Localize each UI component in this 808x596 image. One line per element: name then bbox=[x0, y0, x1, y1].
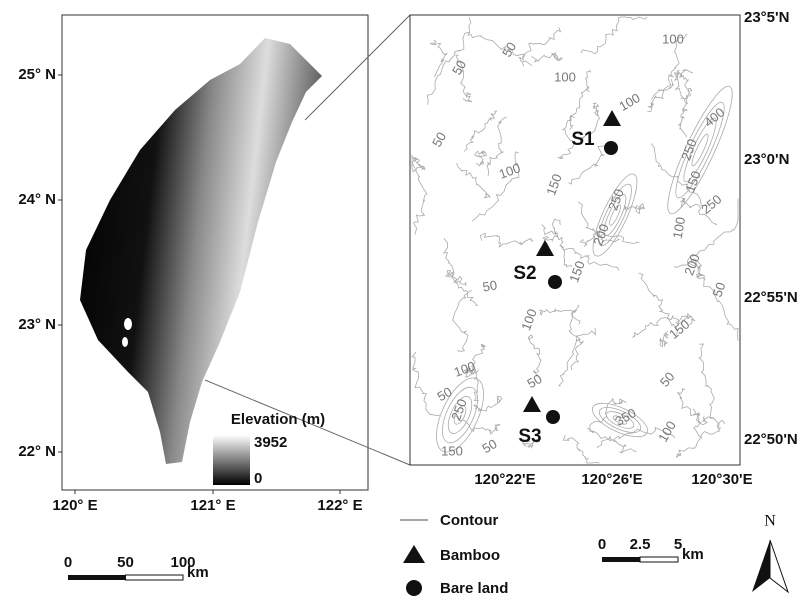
elevation-bar bbox=[213, 435, 250, 485]
site-label: S1 bbox=[571, 129, 595, 150]
legend-label: Contour bbox=[440, 512, 498, 529]
scale-bar bbox=[68, 575, 126, 580]
bare-land-site bbox=[548, 275, 562, 289]
lat-label: 25° N bbox=[18, 66, 56, 83]
bare-land-site bbox=[546, 410, 560, 424]
site-label: S3 bbox=[518, 426, 541, 447]
lat-label: 22° N bbox=[18, 443, 56, 460]
lat-label: 23°0'N bbox=[744, 151, 789, 168]
scale-label: 50 bbox=[117, 554, 134, 571]
elevation-title: Elevation (m) bbox=[231, 411, 325, 428]
site-label: S2 bbox=[513, 263, 536, 284]
lat-label: 22°50'N bbox=[744, 431, 798, 448]
scale-label: 0 bbox=[64, 554, 72, 571]
elevation-max: 3952 bbox=[254, 434, 287, 451]
north-arrow bbox=[770, 540, 788, 592]
contour-label: 150 bbox=[441, 443, 463, 458]
reservoir bbox=[122, 337, 128, 347]
reservoir bbox=[124, 318, 132, 330]
bamboo-legend-symbol bbox=[403, 545, 425, 563]
lon-label: 122° E bbox=[317, 497, 362, 514]
lat-label: 23°5'N bbox=[744, 9, 789, 26]
contour-label: 100 bbox=[662, 31, 684, 46]
lat-label: 23° N bbox=[18, 316, 56, 333]
contour-label: 100 bbox=[554, 69, 576, 84]
scale-unit: km bbox=[682, 546, 704, 563]
scale-bar bbox=[126, 575, 184, 580]
lon-label: 120° E bbox=[52, 497, 97, 514]
lon-label: 120°26'E bbox=[581, 471, 642, 488]
lat-label: 24° N bbox=[18, 191, 56, 208]
north-arrow bbox=[752, 540, 770, 592]
lat-label: 22°55'N bbox=[744, 289, 798, 306]
scale-label: 5 bbox=[674, 536, 682, 553]
bare-land-legend-symbol bbox=[406, 580, 422, 596]
scale-unit: km bbox=[187, 564, 209, 581]
lon-label: 120°30'E bbox=[691, 471, 752, 488]
lon-label: 120°22'E bbox=[474, 471, 535, 488]
bare-land-site bbox=[604, 141, 618, 155]
north-label: N bbox=[764, 513, 776, 530]
scale-bar bbox=[602, 557, 640, 562]
contour-label: 50 bbox=[481, 277, 498, 294]
lon-label: 121° E bbox=[190, 497, 235, 514]
scale-label: 0 bbox=[598, 536, 606, 553]
scale-bar bbox=[640, 557, 678, 562]
elevation-min: 0 bbox=[254, 470, 262, 487]
legend-label: Bamboo bbox=[440, 547, 500, 564]
figure: 25° N 24° N 23° N 22° N 120° E 121° E 122° E El… bbox=[0, 0, 808, 596]
scale-label: 2.5 bbox=[630, 536, 651, 553]
legend-label: Bare land bbox=[440, 580, 508, 596]
